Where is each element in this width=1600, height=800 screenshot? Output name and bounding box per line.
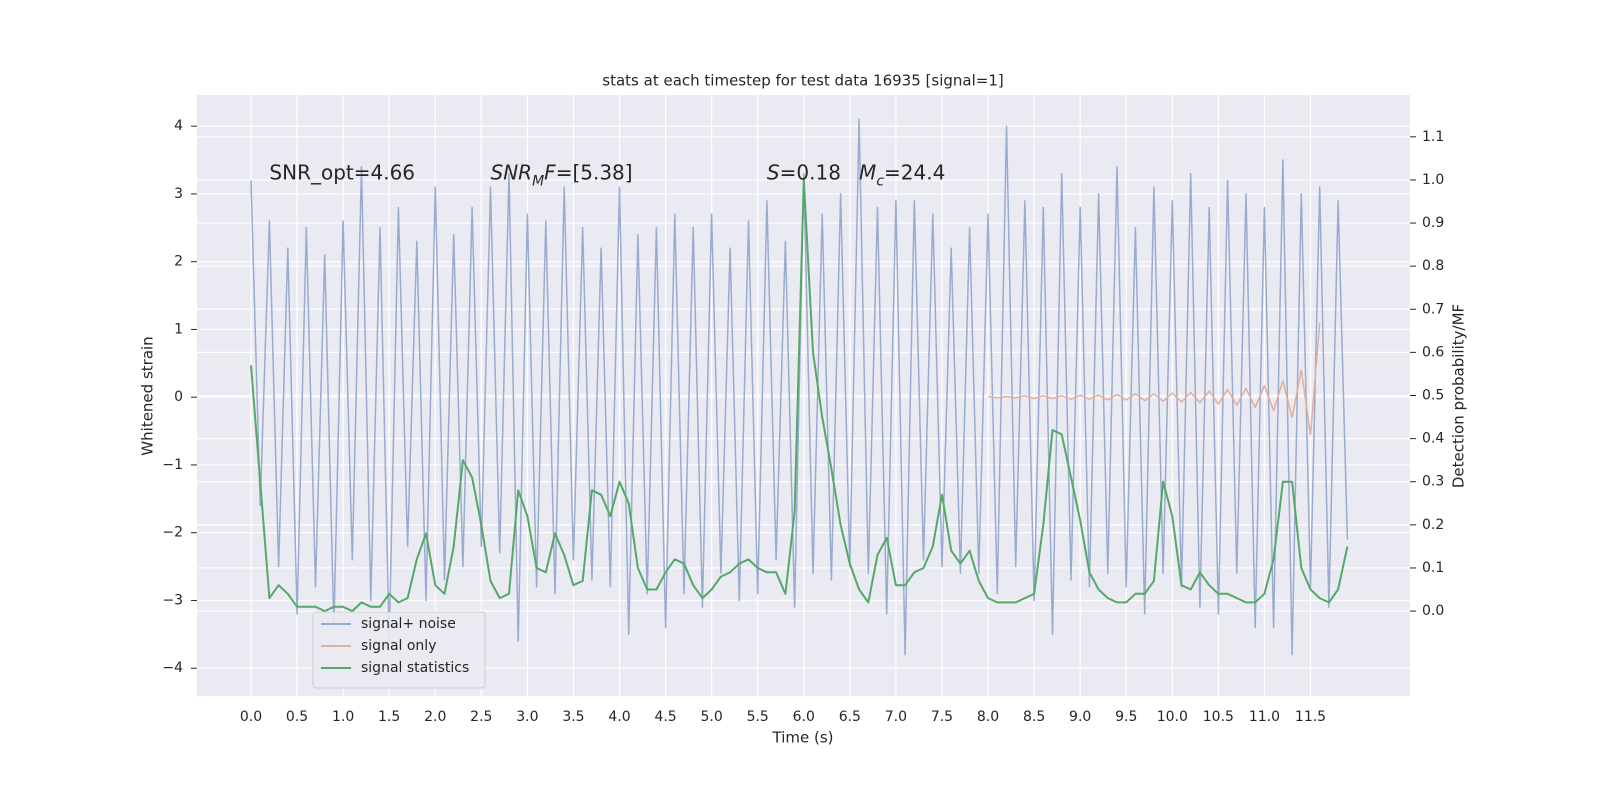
y-tick-label: −1 <box>162 457 183 473</box>
x-tick-label: 0.0 <box>240 709 262 725</box>
y-tick-label: 3 <box>174 186 183 202</box>
x-tick-label: 7.0 <box>885 709 907 725</box>
x-tick-label: 2.5 <box>470 709 492 725</box>
x-tick-label: 10.5 <box>1203 709 1234 725</box>
legend-label: signal+ noise <box>361 616 456 632</box>
annotation-part: S <box>767 160 780 184</box>
x-axis-label: Time (s) <box>772 729 834 747</box>
y2-tick-label: 0.2 <box>1422 517 1444 533</box>
annotation-part: =[5.38] <box>556 160 633 184</box>
x-tick-label: 11.0 <box>1249 709 1280 725</box>
x-tick-label: 0.5 <box>286 709 308 725</box>
x-tick-label: 3.0 <box>516 709 538 725</box>
x-tick-label: 8.5 <box>1023 709 1045 725</box>
y2-tick-label: 0.3 <box>1422 474 1444 490</box>
x-tick-label: 5.5 <box>747 709 769 725</box>
y-tick-label: 0 <box>174 389 183 405</box>
annotation-part: F <box>544 160 556 184</box>
annotation-part: M <box>532 174 544 190</box>
x-tick-label: 6.0 <box>793 709 815 725</box>
y2-axis-label: Detection probability/MF <box>1450 304 1468 488</box>
y2-tick-label: 1.0 <box>1422 172 1444 188</box>
annotation: SNRMF=[5.38] <box>491 160 633 190</box>
legend-box <box>312 611 486 689</box>
y2-tick-label: 0.5 <box>1422 388 1444 404</box>
y2-tick-label: 0.7 <box>1422 301 1444 317</box>
x-tick-label: 6.5 <box>839 709 861 725</box>
y-tick-label: 1 <box>174 321 183 337</box>
x-tick-label: 10.0 <box>1157 709 1188 725</box>
y2-tick-label: 0.9 <box>1422 215 1444 231</box>
y2-tick-label: 0.0 <box>1422 603 1444 619</box>
legend-label: signal statistics <box>361 660 469 676</box>
annotation: S=0.18 <box>767 160 841 184</box>
x-tick-label: 2.0 <box>424 709 446 725</box>
y-tick-label: −3 <box>162 592 183 608</box>
annotation-part: c <box>876 174 884 190</box>
annotation: Mc=24.4 <box>859 160 945 190</box>
chart-title: stats at each timestep for test data 169… <box>602 72 1003 90</box>
annotation-part: =0.18 <box>780 160 841 184</box>
x-tick-label: 4.0 <box>608 709 630 725</box>
annotation-part: M <box>859 160 876 184</box>
y-axis-label: Whitened strain <box>139 336 157 455</box>
series-line <box>250 118 1349 656</box>
x-tick-label: 11.5 <box>1295 709 1326 725</box>
annotation: SNR_opt=4.66 <box>269 160 415 184</box>
y2-tick-label: 1.1 <box>1422 129 1444 145</box>
legend-label: signal only <box>361 638 436 654</box>
y2-tick-label: 0.8 <box>1422 258 1444 274</box>
x-tick-label: 9.0 <box>1069 709 1091 725</box>
legend: signal+ noise signal only signal statistic… <box>312 611 486 689</box>
x-tick-label: 1.0 <box>332 709 354 725</box>
x-tick-label: 5.0 <box>701 709 723 725</box>
annotation-part: SNR_opt=4.66 <box>269 160 415 184</box>
x-tick-label: 1.5 <box>378 709 400 725</box>
x-tick-label: 4.5 <box>654 709 676 725</box>
x-tick-label: 8.0 <box>977 709 999 725</box>
x-tick-label: 7.5 <box>931 709 953 725</box>
y-tick-label: 2 <box>174 254 183 270</box>
y-tick-label: −2 <box>162 525 183 541</box>
x-tick-label: 9.5 <box>1115 709 1137 725</box>
series-line <box>250 178 1349 613</box>
y2-tick-label: 0.6 <box>1422 344 1444 360</box>
y-tick-label: 4 <box>174 118 183 134</box>
y-tick-label: −4 <box>162 660 183 676</box>
series-line <box>987 322 1321 436</box>
x-tick-label: 3.5 <box>562 709 584 725</box>
y2-tick-label: 0.4 <box>1422 431 1444 447</box>
annotation-part: =24.4 <box>884 160 945 184</box>
y2-tick-label: 0.1 <box>1422 560 1444 576</box>
annotation-part: SNR <box>491 160 533 184</box>
